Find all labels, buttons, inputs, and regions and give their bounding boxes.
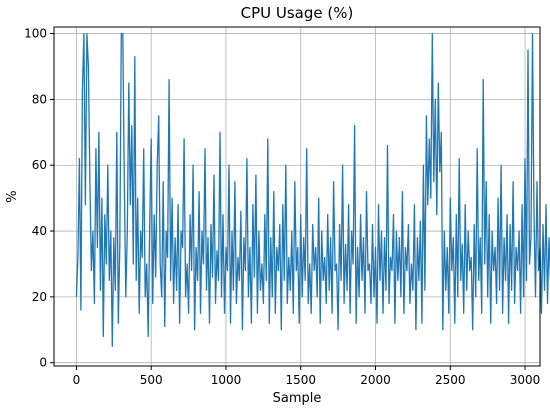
x-tick-label: 2500 (435, 373, 466, 387)
y-tick-label: 0 (39, 356, 47, 370)
x-tick-label: 0 (73, 373, 81, 387)
x-tick-label: 3000 (510, 373, 541, 387)
y-tick-label: 40 (32, 224, 47, 238)
series-layer (75, 32, 550, 347)
series-line (75, 32, 550, 347)
x-tick-label: 500 (140, 373, 163, 387)
plot-area-frame (53, 26, 541, 367)
y-tick-label: 60 (32, 158, 47, 172)
y-tick-label: 100 (24, 27, 47, 41)
x-tick-label: 2000 (360, 373, 391, 387)
y-tick-label: 20 (32, 290, 47, 304)
x-axis-label: Sample (273, 391, 322, 406)
y-tick-label: 80 (32, 92, 47, 106)
x-tick-label: 1000 (211, 373, 242, 387)
x-tick-label: 1500 (285, 373, 316, 387)
y-axis-label: % (5, 190, 20, 202)
axis-ticks: 0 500 1000 1500 2000 2500 3000 0 20 40 60 80 100 (24, 27, 540, 387)
chart-title: CPU Usage (%) (241, 4, 354, 22)
